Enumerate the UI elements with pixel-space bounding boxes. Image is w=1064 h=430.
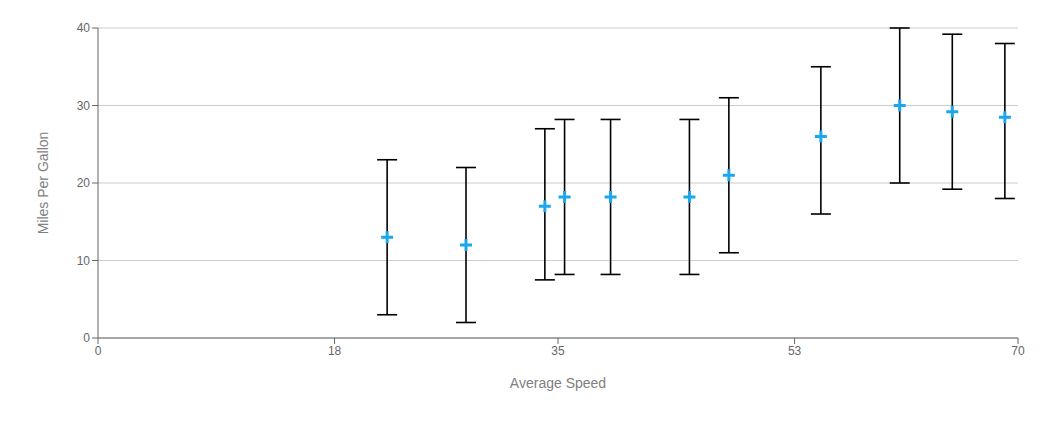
svg-text:Miles Per Gallon: Miles Per Gallon xyxy=(35,132,51,235)
svg-text:53: 53 xyxy=(788,344,802,358)
svg-text:Average Speed: Average Speed xyxy=(510,375,606,391)
svg-text:20: 20 xyxy=(77,176,91,190)
svg-text:10: 10 xyxy=(77,254,91,268)
svg-text:0: 0 xyxy=(95,344,102,358)
svg-text:70: 70 xyxy=(1011,344,1025,358)
svg-text:35: 35 xyxy=(551,344,565,358)
svg-text:0: 0 xyxy=(83,331,90,345)
svg-text:18: 18 xyxy=(328,344,342,358)
svg-text:40: 40 xyxy=(77,21,91,35)
svg-text:30: 30 xyxy=(77,99,91,113)
